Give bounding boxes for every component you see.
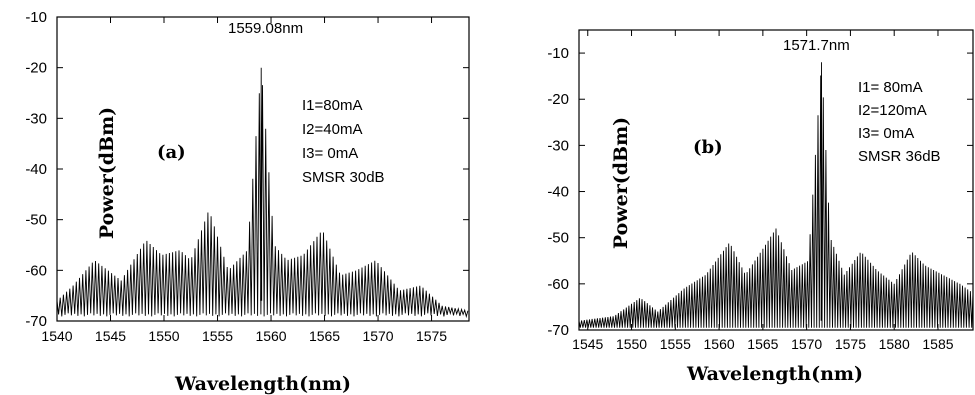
- x-tick-label-a-7: 1575: [416, 328, 447, 344]
- x-axis-title-b: Wavelength(nm): [686, 363, 863, 385]
- y-tick-label-b-6: -10: [547, 45, 569, 62]
- y-tick-label-a-3: -40: [25, 161, 47, 178]
- x-tick-label-a-2: 1550: [148, 328, 179, 344]
- spectrum-trace-a: [56, 67, 469, 319]
- y-axis-title-a: Power(dBm): [96, 107, 118, 239]
- ticks-a: [56, 16, 469, 322]
- x-tick-label-b-3: 1560: [704, 336, 735, 352]
- x-tick-label-a-1: 1545: [95, 328, 126, 344]
- x-tick-label-a-4: 1560: [255, 328, 286, 344]
- x-tick-label-b-5: 1570: [791, 336, 822, 352]
- annotation-a-1: I2=40mA: [302, 121, 362, 138]
- x-tick-label-b-8: 1585: [922, 336, 953, 352]
- y-tick-label-a-5: -20: [25, 60, 47, 77]
- x-tick-label-a-6: 1570: [362, 328, 393, 344]
- x-tick-label-b-2: 1555: [660, 336, 691, 352]
- tick-labels-a: 1540 1545 1550 1555 1560 1565 1570 1575 -70 -60 -5…: [25, 9, 447, 344]
- x-tick-label-b-7: 1580: [879, 336, 910, 352]
- annotation-b-1: I2=120mA: [858, 102, 927, 119]
- annotation-b-0: I1= 80mA: [858, 79, 923, 96]
- y-tick-label-b-1: -60: [547, 276, 569, 293]
- panel-label-b: (b): [693, 137, 723, 158]
- y-tick-label-b-0: -70: [547, 322, 569, 339]
- y-tick-label-a-4: -30: [25, 110, 47, 127]
- annotation-b-2: I3= 0mA: [858, 125, 914, 142]
- annotation-a-2: I3= 0mA: [302, 145, 358, 162]
- chart-panel-a: 1540 1545 1550 1555 1560 1565 1570 1575 -70 -60 -5…: [25, 9, 470, 395]
- annotation-b-3: SMSR 36dB: [858, 148, 941, 165]
- spectrum-trace-b: [578, 62, 974, 328]
- annotation-a-0: I1=80mA: [302, 97, 362, 114]
- x-tick-label-a-3: 1555: [202, 328, 233, 344]
- plot-frame-b: [578, 29, 974, 331]
- y-tick-label-b-3: -40: [547, 184, 569, 201]
- y-tick-label-a-2: -50: [25, 212, 47, 229]
- peak-label-b: 1571.7nm: [783, 37, 850, 54]
- x-tick-label-b-1: 1550: [616, 336, 647, 352]
- x-tick-label-b-4: 1565: [747, 336, 778, 352]
- y-tick-label-a-6: -10: [25, 9, 47, 26]
- y-tick-label-b-2: -50: [547, 230, 569, 247]
- x-tick-label-a-0: 1540: [41, 328, 72, 344]
- x-tick-label-b-6: 1575: [835, 336, 866, 352]
- peak-label-a: 1559.08nm: [228, 20, 303, 37]
- y-tick-label-a-1: -60: [25, 262, 47, 279]
- x-axis-title-a: Wavelength(nm): [174, 373, 351, 395]
- ticks-b: [579, 30, 973, 331]
- y-tick-label-a-0: -70: [25, 313, 47, 330]
- panel-label-a: (a): [157, 142, 186, 163]
- x-tick-label-a-5: 1565: [309, 328, 340, 344]
- tick-labels-b: 1545 1550 1555 1560 1565 1570 1575 1580 1585 -70 -…: [547, 45, 953, 352]
- x-tick-label-b-0: 1545: [572, 336, 603, 352]
- annotation-a-3: SMSR 30dB: [302, 169, 385, 186]
- y-tick-label-b-4: -30: [547, 137, 569, 154]
- chart-panel-b: 1545 1550 1555 1560 1565 1570 1575 1580 1585 -70 -…: [547, 29, 974, 385]
- y-tick-label-b-5: -20: [547, 91, 569, 108]
- y-axis-title-b: Power(dBm): [610, 117, 632, 249]
